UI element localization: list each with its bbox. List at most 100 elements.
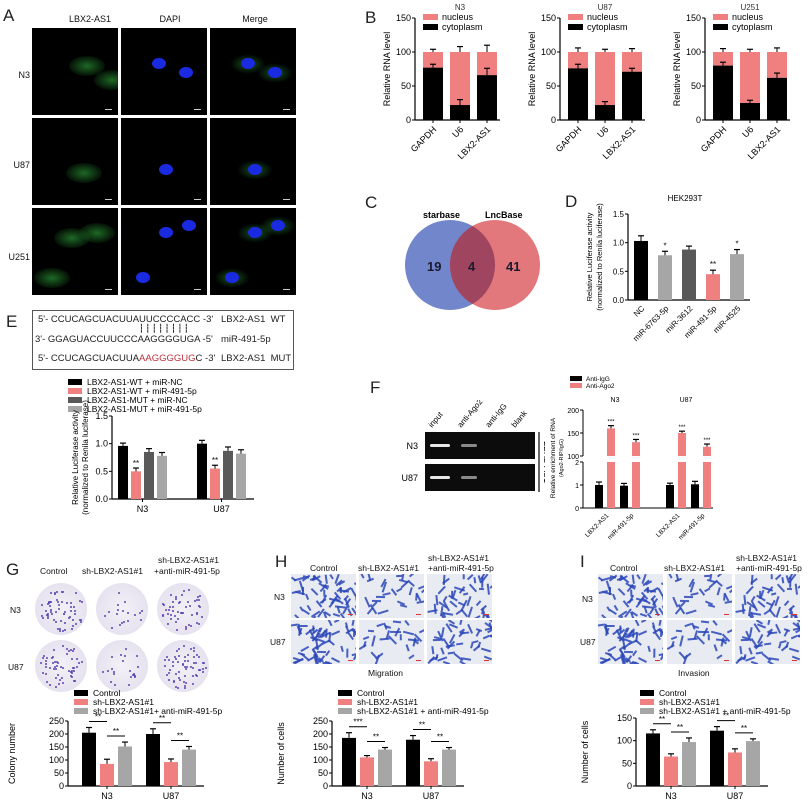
colony [182,663,185,666]
svg-text:U87: U87 [401,473,418,483]
colony [190,625,193,628]
colony [80,660,83,663]
cell [784,599,790,606]
nucleus-signal [271,220,285,231]
colony [67,650,70,653]
svg-text:LBX2-AS1-WT + miR-NC: LBX2-AS1-WT + miR-NC [87,377,182,387]
cell [624,650,634,653]
panel-label-h: H [275,552,288,571]
nucleus-signal [182,220,196,231]
colony [57,607,60,610]
svg-text:1: 1 [575,483,579,490]
cell [459,620,464,626]
cell [486,583,490,595]
svg-text:***: *** [678,425,686,431]
colony [112,671,115,674]
colony-dish [96,640,148,692]
scale-bar [194,199,201,200]
svg-text:sh-LBX2-AS1#1+ anti-miR-491-5p: sh-LBX2-AS1#1+ anti-miR-491-5p [93,706,222,716]
colony [203,661,206,664]
svg-text:Anti-Ago2: Anti-Ago2 [586,383,615,390]
cell [408,574,414,578]
svg-text:*: * [663,241,666,250]
cell [684,622,692,627]
svg-text:150: 150 [313,742,328,752]
cell [489,581,492,589]
col-header-dapi: DAPI [159,14,181,24]
svg-text:**: ** [741,724,747,733]
scale-bar [348,613,353,615]
svg-text:0: 0 [406,115,411,125]
colony [54,611,57,614]
colony [191,675,194,678]
cell [617,588,626,597]
cell [757,600,766,608]
colony [61,591,64,594]
colony [196,596,199,599]
colony [182,681,185,684]
colony [171,606,174,609]
colony [141,610,144,612]
colony [106,669,109,672]
cell [716,586,721,595]
colony [48,605,51,608]
venn-label-lncbase: LncBase [485,210,523,220]
svg-text:N3: N3 [137,504,149,514]
transwell-image [427,574,492,618]
svg-text:GAPDH: GAPDH [699,124,729,154]
colony [54,668,57,671]
colony [63,628,66,631]
colony [69,610,72,613]
colony [41,614,44,617]
cell [476,599,482,606]
colony [53,592,56,595]
scale-bar [416,613,421,615]
colony [178,678,181,681]
transwell-image [291,620,356,664]
colony [45,660,48,663]
green-signal [66,163,102,183]
colony [57,603,60,606]
colony [193,646,196,649]
svg-text:*: * [735,240,738,249]
cell [478,587,485,591]
colony [65,602,68,604]
svg-text:N3: N3 [455,3,466,12]
svg-text:anti-IgG: anti-IgG [484,402,509,430]
svg-text:0: 0 [59,781,64,791]
col-header-sh-anti-line2: +anti-miR-491-5p [428,563,494,573]
colony [196,612,199,614]
svg-text:nucleus: nucleus [442,12,474,22]
svg-text:**: ** [133,459,139,468]
colony [202,661,205,664]
colony [178,677,181,680]
colony [60,601,63,604]
colony [68,670,71,673]
svg-text:***: *** [607,420,615,426]
cell [327,620,333,626]
svg-text:miR-491-5p: miR-491-5p [606,512,635,541]
cell [408,580,416,588]
colony [167,613,170,616]
scale-bar [194,289,201,290]
seq-mut-suffix: C -3' [195,353,216,364]
cell [647,645,652,652]
col-header-sh-anti-line2: +anti-miR-491-5p [154,566,220,576]
colony [122,609,125,612]
svg-text:2: 2 [575,460,579,467]
svg-text:(Ago2-RIP/IgG): (Ago2-RIP/IgG) [559,439,565,477]
cell [797,581,800,589]
transwell-image [667,574,732,618]
scale-bar [283,289,290,290]
svg-text:**: ** [677,723,683,732]
colony [117,604,120,607]
colony [56,591,59,594]
svg-text:Control: Control [659,688,687,698]
colony [71,628,74,631]
colony [133,672,136,675]
cell [679,599,689,603]
svg-text:Relative enrichment of RNA: Relative enrichment of RNA [550,417,557,498]
nucleus-signal [268,67,282,78]
colony [70,674,73,677]
colony [79,620,82,623]
